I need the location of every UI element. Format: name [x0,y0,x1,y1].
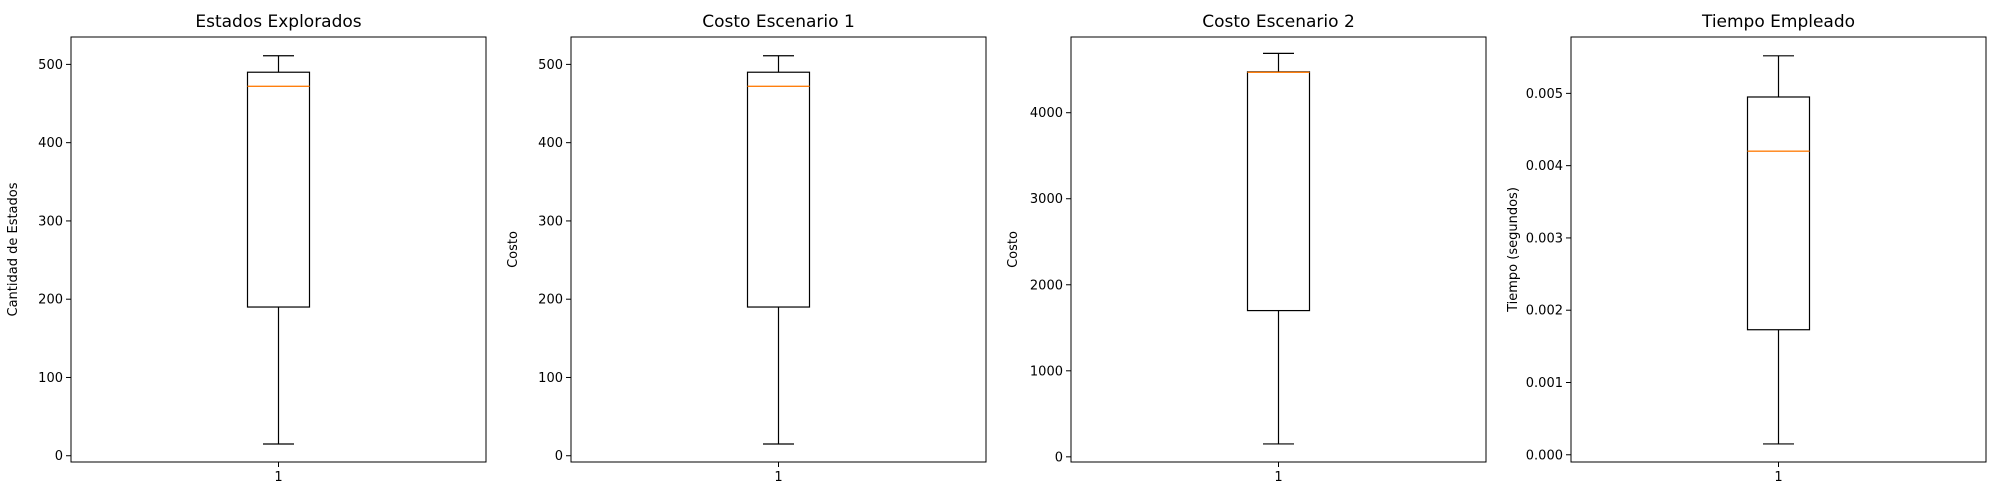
y-tick-label: 400 [538,136,563,151]
y-axis-label: Tiempo (segundos) [1506,187,1521,313]
chart-title: Costo Escenario 2 [1202,12,1355,32]
axes-frame [1570,36,1987,463]
y-tick-label: 0 [555,449,563,464]
chart-panel-3: Costo Escenario 2 0 1000 2000 3000 4000 1 Costo [1006,12,1487,485]
y-tick-label: 200 [538,293,563,308]
iqr-box [1246,71,1311,312]
y-tick-label: 500 [538,58,563,73]
y-axis-label: Costo [1006,231,1021,268]
y-tick-label: 2000 [1030,278,1063,293]
y-tick-label: 0 [55,449,63,464]
chart-panel-1: Estados Explorados 0 100 200 300 400 500 1 Canti… [6,12,487,485]
y-tick-label: 400 [38,136,63,151]
x-tick-label: 1 [774,470,782,485]
chart-title: Costo Escenario 1 [702,12,855,32]
y-tick-label: 200 [38,293,63,308]
y-axis-label: Costo [506,231,521,268]
y-tick-label: 0.002 [1526,304,1563,319]
x-tick-label: 1 [274,470,282,485]
y-tick-label: 100 [538,371,563,386]
iqr-box [1746,96,1811,331]
y-tick-label: 300 [38,214,63,229]
y-tick-label: 300 [538,214,563,229]
y-tick-label: 0.005 [1526,87,1563,102]
x-tick-label: 1 [1774,470,1782,485]
y-tick-label: 500 [38,58,63,73]
y-tick-label: 3000 [1030,192,1063,207]
iqr-box [246,71,311,308]
chart-panel-4: Tiempo Empleado 0.000 0.001 0.002 0.003 0.004… [1506,12,1987,485]
chart-title: Tiempo Empleado [1701,12,1855,32]
y-tick-label: 100 [38,371,63,386]
y-tick-label: 0.000 [1526,448,1563,463]
y-tick-label: 0.001 [1526,376,1563,391]
y-tick-label: 0 [1055,450,1063,465]
y-tick-label: 4000 [1030,106,1063,121]
y-tick-label: 0.003 [1526,231,1563,246]
x-tick-label: 1 [1274,470,1282,485]
chart-title: Estados Explorados [195,12,361,32]
chart-panel-2: Costo Escenario 1 0 100 200 300 400 500 1 Costo [506,12,987,485]
axes-frame [1070,36,1487,463]
axes-frame [70,36,487,463]
iqr-box [746,71,811,308]
y-tick-label: 1000 [1030,364,1063,379]
y-tick-label: 0.004 [1526,159,1563,174]
axes-frame [570,36,987,463]
y-axis-label: Cantidad de Estados [6,182,21,316]
